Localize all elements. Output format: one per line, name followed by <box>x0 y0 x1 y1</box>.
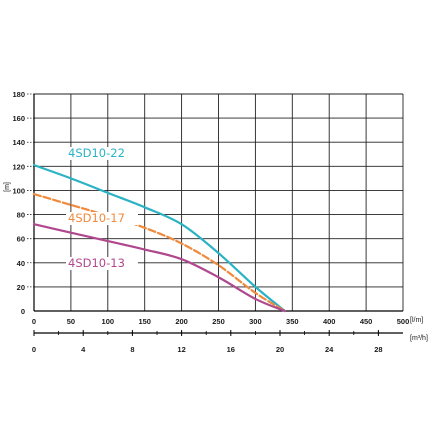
x2-unit-label: [m³/h] <box>410 335 428 342</box>
x-tick-label: 350 <box>286 317 299 326</box>
x-tick-label: 300 <box>249 317 262 326</box>
x2-tick-label: 28 <box>374 345 382 354</box>
x2-tick-label: 20 <box>276 345 284 354</box>
y-tick-label: 140 <box>12 138 25 147</box>
series-lines <box>32 164 287 313</box>
y-tick-label: 120 <box>12 162 25 171</box>
y-tick-label: 0 <box>21 307 25 316</box>
series-label-4sd10-17: 4SD10-17 <box>68 211 125 225</box>
x-unit-label: [l/m] <box>410 317 423 324</box>
y-tick-label: 40 <box>17 259 25 268</box>
x2-tick-label: 4 <box>81 345 86 354</box>
x2-tick-label: 0 <box>32 345 36 354</box>
axes <box>27 93 403 336</box>
x2-tick-label: 8 <box>130 345 134 354</box>
y-unit-label: [m] <box>4 182 11 192</box>
y-tick-label: 60 <box>17 235 25 244</box>
x-tick-label: 150 <box>138 317 151 326</box>
series-label-4sd10-22: 4SD10-22 <box>68 146 125 160</box>
series-label-background <box>66 147 138 160</box>
series-label-background <box>66 257 138 270</box>
x-tick-label: 400 <box>323 317 336 326</box>
series-line-4sd10-17 <box>32 192 287 313</box>
x-tick-label: 50 <box>67 317 75 326</box>
x-tick-label: 450 <box>360 317 373 326</box>
series-line-4sd10-22 <box>32 164 287 313</box>
series-label-background <box>66 212 138 225</box>
x-tick-label: 500 <box>397 317 410 326</box>
y-tick-label: 160 <box>12 114 25 123</box>
x2-tick-label: 12 <box>177 345 185 354</box>
y-tick-label: 80 <box>17 211 25 220</box>
series-labels: 4SD10-22 4SD10-17 4SD10-13 <box>66 146 138 270</box>
x-tick-label: 200 <box>175 317 188 326</box>
x2-tick-label: 24 <box>325 345 334 354</box>
x-tick-label: 250 <box>212 317 225 326</box>
y-tick-label: 100 <box>12 186 25 195</box>
x-tick-label: 100 <box>102 317 115 326</box>
y-tick-label: 20 <box>17 283 25 292</box>
y-tick-label: 180 <box>12 90 25 99</box>
series-label-4sd10-13: 4SD10-13 <box>68 256 125 270</box>
x-tick-label: 0 <box>32 317 36 326</box>
series-line-4sd10-13 <box>32 223 287 313</box>
x2-tick-label: 16 <box>227 345 235 354</box>
